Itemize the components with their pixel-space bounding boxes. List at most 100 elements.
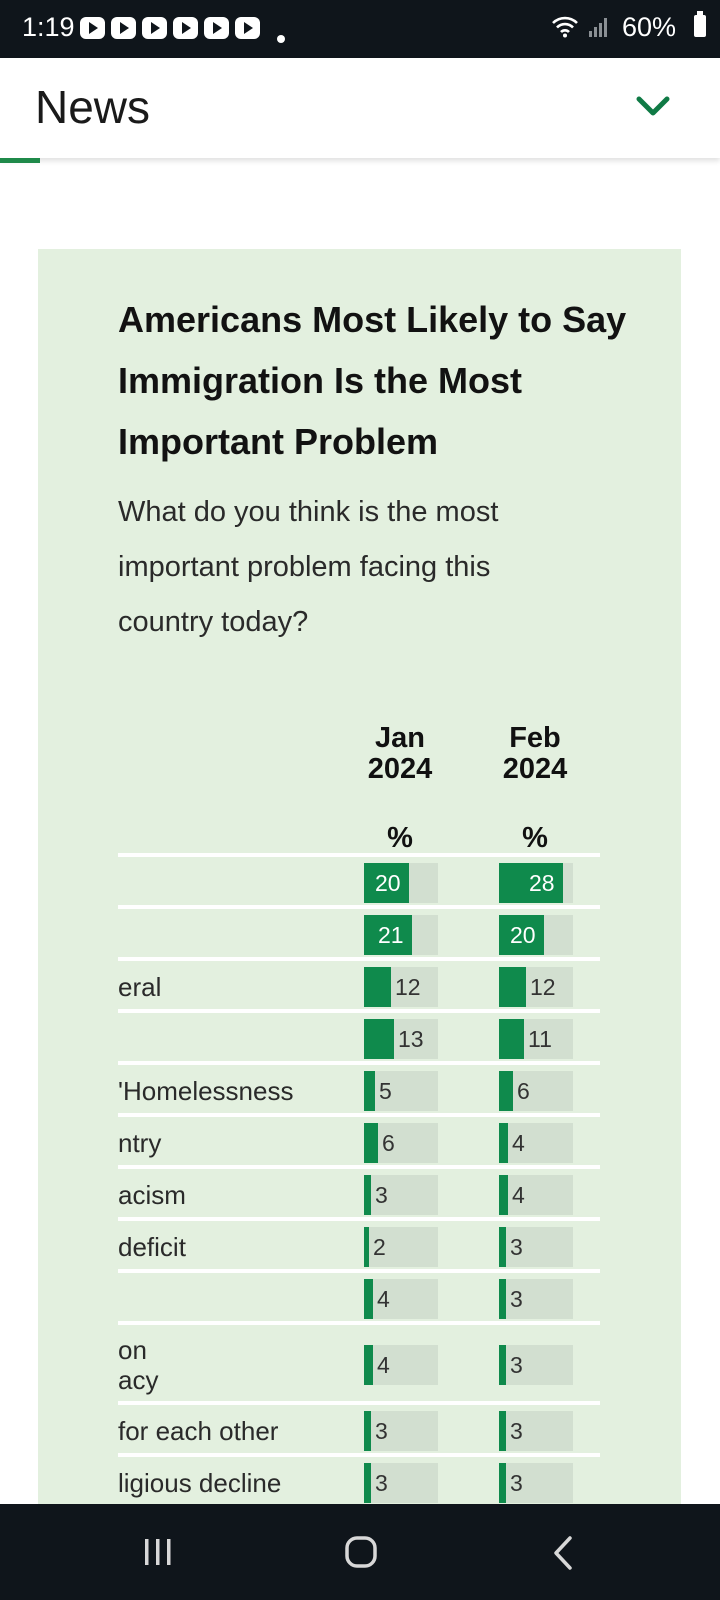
reading-progress-bar <box>0 158 40 163</box>
status-time: 1:19 <box>22 12 75 42</box>
chart-subtitle: What do you think is the most important … <box>118 496 499 638</box>
bar-value-jan: 12 <box>395 974 421 1000</box>
bar-track-feb: 3 <box>499 1463 573 1503</box>
chart-title: Americans Most Likely to Say Immigration… <box>118 299 627 462</box>
bar-value-feb: 6 <box>517 1078 530 1104</box>
bar-feb <box>499 1123 508 1163</box>
row-separator <box>118 1113 600 1117</box>
bar-track-feb: 20 <box>499 915 573 955</box>
youtube-icon <box>235 17 260 39</box>
bar-value-feb: 28 <box>529 870 555 896</box>
home-icon[interactable] <box>344 1535 378 1569</box>
page-title: News <box>35 81 151 133</box>
bar-track-feb: 3 <box>499 1227 573 1267</box>
bar-feb <box>499 967 526 1007</box>
bar-jan <box>364 967 391 1007</box>
bar-track-feb: 3 <box>499 1279 573 1319</box>
bar-track-feb: 4 <box>499 1175 573 1215</box>
bar-feb <box>499 1071 513 1111</box>
system-nav-bar <box>0 1504 720 1600</box>
bar-jan <box>364 915 412 955</box>
bar-feb <box>499 1345 506 1385</box>
youtube-icon <box>173 17 198 39</box>
row-separator <box>118 1061 600 1065</box>
row-label: deficit <box>118 1232 186 1262</box>
row-separator <box>118 1269 600 1273</box>
youtube-icon <box>80 17 105 39</box>
bar-value-jan: 21 <box>378 922 404 948</box>
bar-track-jan: 3 <box>364 1175 438 1215</box>
bar-track-jan: 2 <box>364 1227 438 1267</box>
more-notifications-dot <box>277 35 285 43</box>
bar-track-feb: 12 <box>499 967 573 1007</box>
bar-track-feb: 6 <box>499 1071 573 1111</box>
bar-feb <box>499 1411 506 1451</box>
bar-value-jan: 13 <box>398 1026 424 1052</box>
battery-percent: 60% <box>621 12 676 42</box>
bar-feb <box>499 915 544 955</box>
bar-value-feb: 11 <box>528 1026 552 1052</box>
chevron-down-icon[interactable] <box>636 96 670 118</box>
bar-track-feb: 11 <box>499 1019 573 1059</box>
column-unit-jan: % <box>387 822 413 854</box>
row-separator <box>118 1401 600 1405</box>
bar-value-feb: 20 <box>510 922 536 948</box>
bar-track-jan: 3 <box>364 1411 438 1451</box>
bar-jan <box>364 1411 371 1451</box>
bar-value-jan: 5 <box>379 1078 392 1104</box>
back-icon[interactable] <box>552 1535 574 1571</box>
wifi-icon <box>552 16 578 38</box>
row-label: ligious decline <box>118 1468 282 1498</box>
row-separator <box>118 1321 600 1325</box>
bar-value-feb: 3 <box>510 1470 523 1496</box>
row-separator <box>118 1453 600 1457</box>
column-header-feb: Feb 2024 <box>502 722 568 785</box>
status-bar: 1:19 60% <box>0 0 720 58</box>
youtube-icon <box>111 17 136 39</box>
row-label: 'Homelessness <box>118 1076 294 1106</box>
bar-value-feb: 12 <box>530 974 556 1000</box>
row-label: for each other <box>118 1416 279 1446</box>
bar-value-jan: 3 <box>375 1418 388 1444</box>
bar-feb <box>499 1019 524 1059</box>
bar-value-jan: 6 <box>382 1130 395 1156</box>
bar-feb <box>499 1175 508 1215</box>
row-label: eral <box>118 972 162 1002</box>
bar-jan <box>364 1175 371 1215</box>
row-separator <box>118 905 600 909</box>
recent-apps-icon[interactable] <box>143 1537 173 1567</box>
bar-jan <box>364 863 409 903</box>
row-label: acism <box>118 1180 186 1210</box>
bar-track-jan: 13 <box>364 1019 438 1059</box>
bar-value-jan: 3 <box>375 1470 388 1496</box>
bar-feb <box>499 863 563 903</box>
bar-track-feb: 4 <box>499 1123 573 1163</box>
chart-card: Americans Most Likely to Say Immigration… <box>38 249 681 1509</box>
bar-value-jan: 4 <box>377 1352 390 1378</box>
bar-value-feb: 3 <box>510 1418 523 1444</box>
bar-track-jan: 20 <box>364 863 438 903</box>
bar-track-jan: 6 <box>364 1123 438 1163</box>
battery-icon <box>694 11 706 37</box>
bar-track-feb: 3 <box>499 1411 573 1451</box>
bar-value-feb: 3 <box>510 1286 523 1312</box>
row-separator <box>118 1009 600 1013</box>
bar-value-jan: 4 <box>377 1286 390 1312</box>
bar-value-feb: 4 <box>512 1130 525 1156</box>
column-unit-feb: % <box>522 822 548 854</box>
row-separator <box>118 1165 600 1169</box>
bar-value-jan: 20 <box>375 870 401 896</box>
row-separator <box>118 1217 600 1221</box>
bar-value-jan: 2 <box>373 1234 386 1260</box>
row-label: on acy <box>118 1335 159 1395</box>
signal-icon <box>589 18 607 37</box>
bar-track-jan: 4 <box>364 1279 438 1319</box>
column-header-jan: Jan 2024 <box>367 722 433 785</box>
bar-track-feb: 3 <box>499 1345 573 1385</box>
bar-jan <box>364 1071 375 1111</box>
bar-jan <box>364 1463 371 1503</box>
bar-feb <box>499 1463 506 1503</box>
row-separator <box>118 853 600 857</box>
bar-jan <box>364 1345 373 1385</box>
bar-value-feb: 4 <box>512 1182 525 1208</box>
